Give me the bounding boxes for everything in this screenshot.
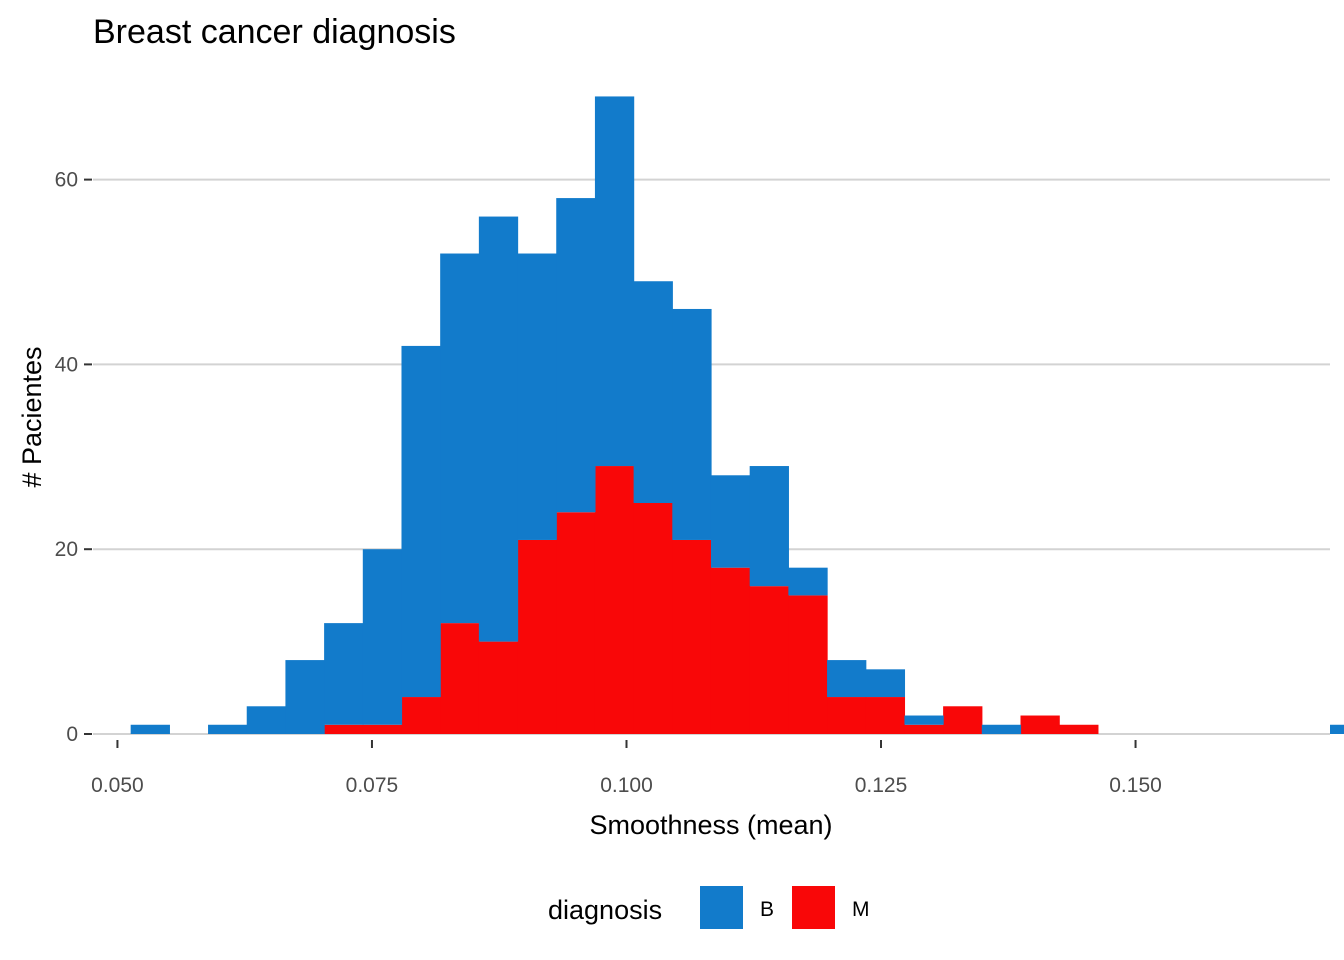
bar-m-bin-9 <box>478 641 519 734</box>
bar-b-bin-20 <box>904 715 944 725</box>
bar-b-bin-14 <box>672 308 712 540</box>
bar-m-bin-7 <box>401 697 441 734</box>
bar-b-bin-22 <box>981 724 1022 734</box>
bar-m-bin-21 <box>943 706 983 734</box>
bar-m-bin-10 <box>517 539 557 734</box>
bar-b-bin-17 <box>788 567 828 596</box>
bar-b-bin-8 <box>440 253 480 624</box>
y-tick-label-0: 0 <box>66 723 78 746</box>
legend-label-m: M <box>852 898 870 921</box>
y-tick-label-40: 40 <box>55 353 78 376</box>
bar-m-bin-17 <box>788 595 828 734</box>
bar-b-bin-4 <box>285 660 325 734</box>
bar-m-bin-8 <box>440 623 480 734</box>
bar-m-bin-12 <box>594 466 635 734</box>
bar-m-bin-24 <box>1059 724 1099 734</box>
y-axis: 0 20 40 60 <box>55 169 92 746</box>
legend: diagnosis B M <box>548 886 870 929</box>
bar-b-bin-10 <box>517 253 557 540</box>
bar-m-bin-13 <box>633 503 673 734</box>
bar-b-bin-7 <box>401 345 441 698</box>
legend-title: diagnosis <box>548 895 662 925</box>
bar-b-bin-11 <box>556 198 596 513</box>
y-tick-label-20: 20 <box>55 538 78 561</box>
bar-b-bin-2 <box>208 724 248 734</box>
histogram-bars <box>130 96 1344 734</box>
x-axis: 0.050 0.075 0.100 0.125 0.150 <box>91 740 1162 797</box>
bar-m-bin-15 <box>710 567 751 734</box>
bar-b-bin-15 <box>710 475 751 568</box>
legend-label-b: B <box>760 898 774 921</box>
x-tick-label-0.075: 0.075 <box>346 774 399 797</box>
bar-m-bin-5 <box>324 724 364 734</box>
bar-m-bin-6 <box>362 724 403 734</box>
chart-title: Breast cancer diagnosis <box>93 13 456 51</box>
x-axis-title: Smoothness (mean) <box>589 810 832 840</box>
bar-m-bin-11 <box>556 512 596 734</box>
x-tick-label-0.125: 0.125 <box>855 774 908 797</box>
x-tick-label-0.100: 0.100 <box>600 774 653 797</box>
y-axis-title: # Pacientes <box>17 346 47 487</box>
bar-b-bin-19 <box>865 669 906 698</box>
bar-b-bin-9 <box>478 216 519 642</box>
legend-key-m <box>792 886 835 929</box>
bar-b-bin-12 <box>594 96 635 467</box>
bar-m-bin-16 <box>749 586 789 734</box>
bar-b-bin-3 <box>246 706 287 734</box>
x-tick-label-0.150: 0.150 <box>1109 774 1162 797</box>
x-tick-label-0.050: 0.050 <box>91 774 144 797</box>
bar-b-bin-0 <box>130 724 170 734</box>
bar-b-bin-16 <box>749 466 789 587</box>
bar-m-bin-20 <box>904 724 944 734</box>
bar-b-bin-5 <box>324 623 364 725</box>
bar-m-bin-23 <box>1020 715 1060 734</box>
bar-m-bin-19 <box>865 697 906 734</box>
y-tick-label-60: 60 <box>55 169 78 192</box>
bar-m-bin-18 <box>827 697 867 734</box>
bar-m-bin-14 <box>672 539 712 734</box>
bar-b-bin-13 <box>633 281 673 503</box>
bar-b-bin-18 <box>827 660 867 698</box>
bar-b-bin-31 <box>1330 724 1344 734</box>
legend-key-b <box>700 886 743 929</box>
bar-b-bin-6 <box>362 549 403 725</box>
